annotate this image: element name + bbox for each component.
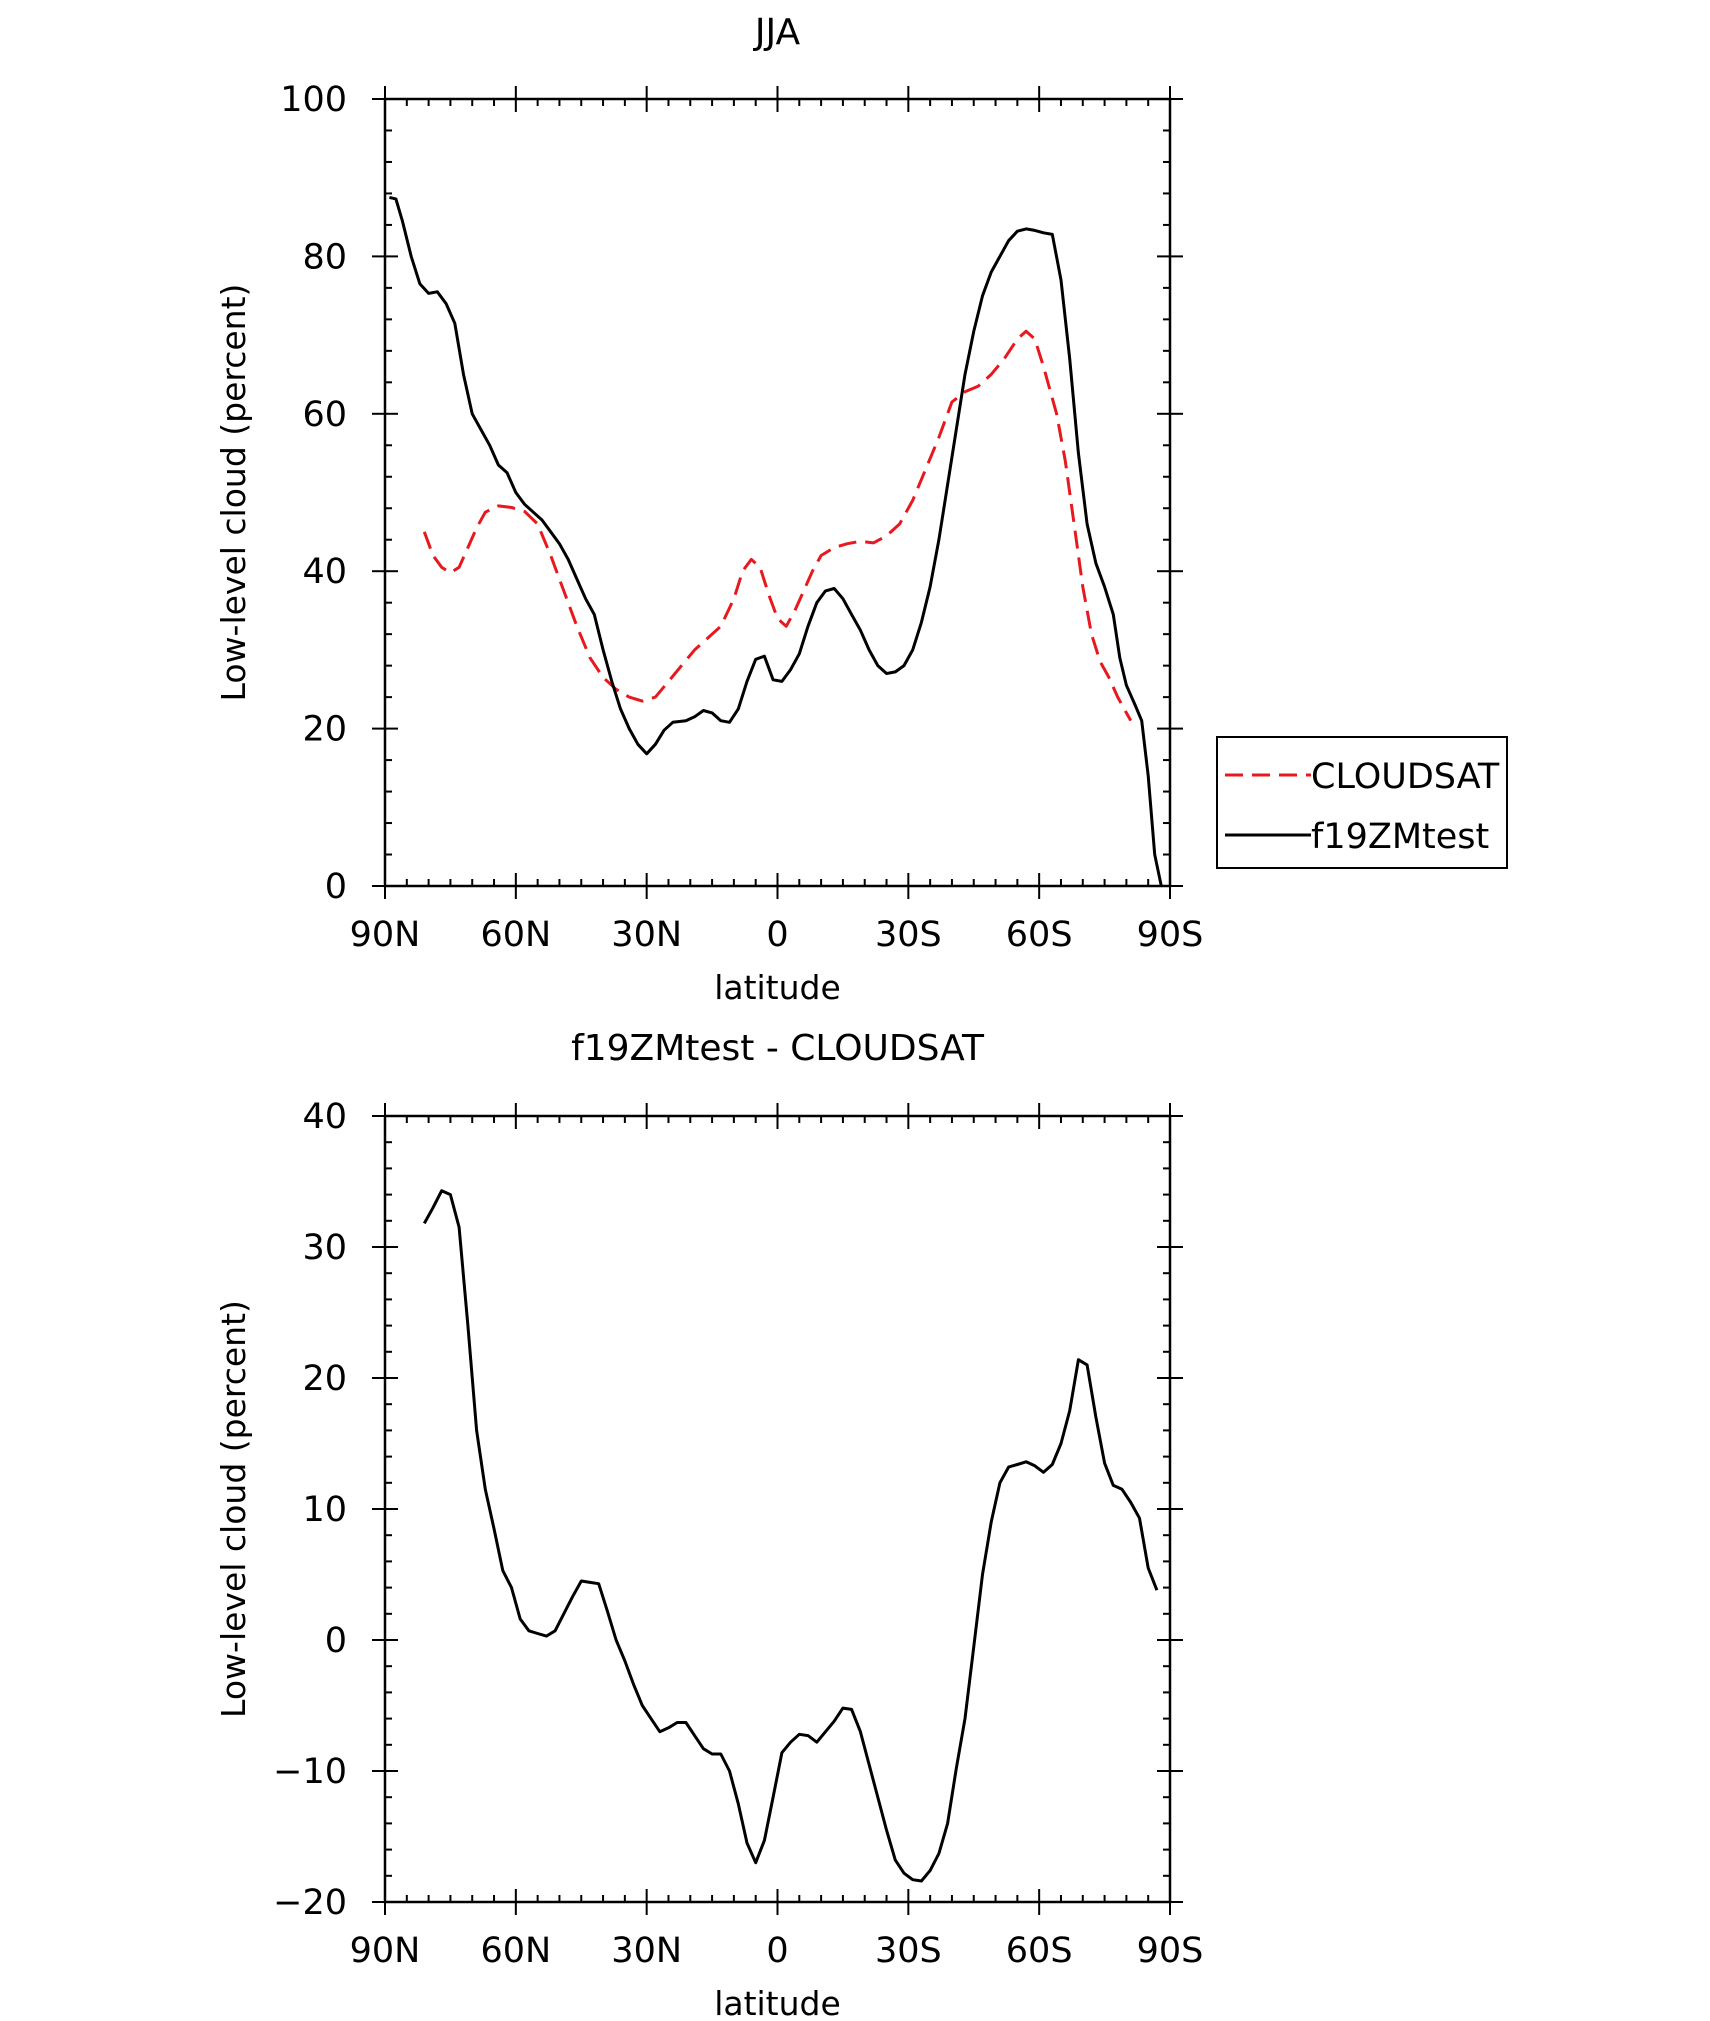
x-tick-label: 90N bbox=[350, 1931, 421, 1971]
x-tick-label: 30N bbox=[611, 1931, 682, 1971]
legend-label-cloudsat: CLOUDSAT bbox=[1311, 757, 1500, 797]
x-tick-label: 30N bbox=[611, 915, 682, 955]
x-tick-label: 60N bbox=[480, 915, 551, 955]
x-tick-label: 90S bbox=[1137, 915, 1204, 955]
y-tick-label: 30 bbox=[302, 1228, 347, 1268]
series-line-f19zmtest bbox=[389, 195, 1163, 887]
y-tick-label: 0 bbox=[325, 1621, 347, 1661]
y-tick-label: 100 bbox=[280, 80, 347, 120]
x-tick-label: 60S bbox=[1006, 915, 1073, 955]
x-tick-label: 60S bbox=[1006, 1931, 1073, 1971]
y-tick-label: 80 bbox=[302, 237, 347, 277]
plot-frame bbox=[383, 97, 1172, 888]
y-tick-label: 20 bbox=[302, 710, 347, 750]
x-tick-label: 0 bbox=[766, 1931, 788, 1971]
x-axis-label: latitude bbox=[714, 968, 841, 1007]
y-tick-label: 0 bbox=[325, 867, 347, 907]
legend: CLOUDSAT f19ZMtest bbox=[1216, 736, 1508, 869]
y-tick-label: −10 bbox=[273, 1752, 347, 1792]
series-line-cloudsat bbox=[422, 329, 1133, 722]
plot-frame bbox=[383, 1114, 1172, 1904]
x-tick-label: 30S bbox=[875, 915, 942, 955]
legend-box bbox=[1216, 736, 1508, 869]
x-axis-label: latitude bbox=[714, 1984, 841, 2021]
x-tick-label: 30S bbox=[875, 1931, 942, 1971]
series-line-difference bbox=[422, 1189, 1159, 1883]
x-tick-label: 0 bbox=[766, 915, 788, 955]
y-tick-label: 20 bbox=[302, 1359, 347, 1399]
top-panel: JJA 90N 60N 30N 0 30S 60S 90S 0 20 40 60 80 100 lati… bbox=[214, 12, 1508, 1007]
y-tick-label: 60 bbox=[302, 395, 347, 435]
x-tick-label: 60N bbox=[480, 1931, 551, 1971]
y-tick-label: 40 bbox=[302, 1097, 347, 1137]
x-tick-label: 90S bbox=[1137, 1931, 1204, 1971]
y-tick-label: 40 bbox=[302, 552, 347, 592]
y-tick-label: −20 bbox=[273, 1883, 347, 1923]
y-tick-label: 10 bbox=[302, 1490, 347, 1530]
chart-title: f19ZMtest - CLOUDSAT bbox=[571, 1028, 985, 1069]
chart-title: JJA bbox=[753, 12, 801, 53]
legend-label-f19zmtest: f19ZMtest bbox=[1311, 817, 1489, 857]
x-tick-label: 90N bbox=[350, 915, 421, 955]
bottom-panel: f19ZMtest - CLOUDSAT 90N 60N 30N 0 30S 60S 90S… bbox=[214, 1028, 1203, 2021]
y-axis-label: Low-level cloud (percent) bbox=[214, 284, 253, 702]
y-axis-label: Low-level cloud (percent) bbox=[214, 1300, 253, 1718]
